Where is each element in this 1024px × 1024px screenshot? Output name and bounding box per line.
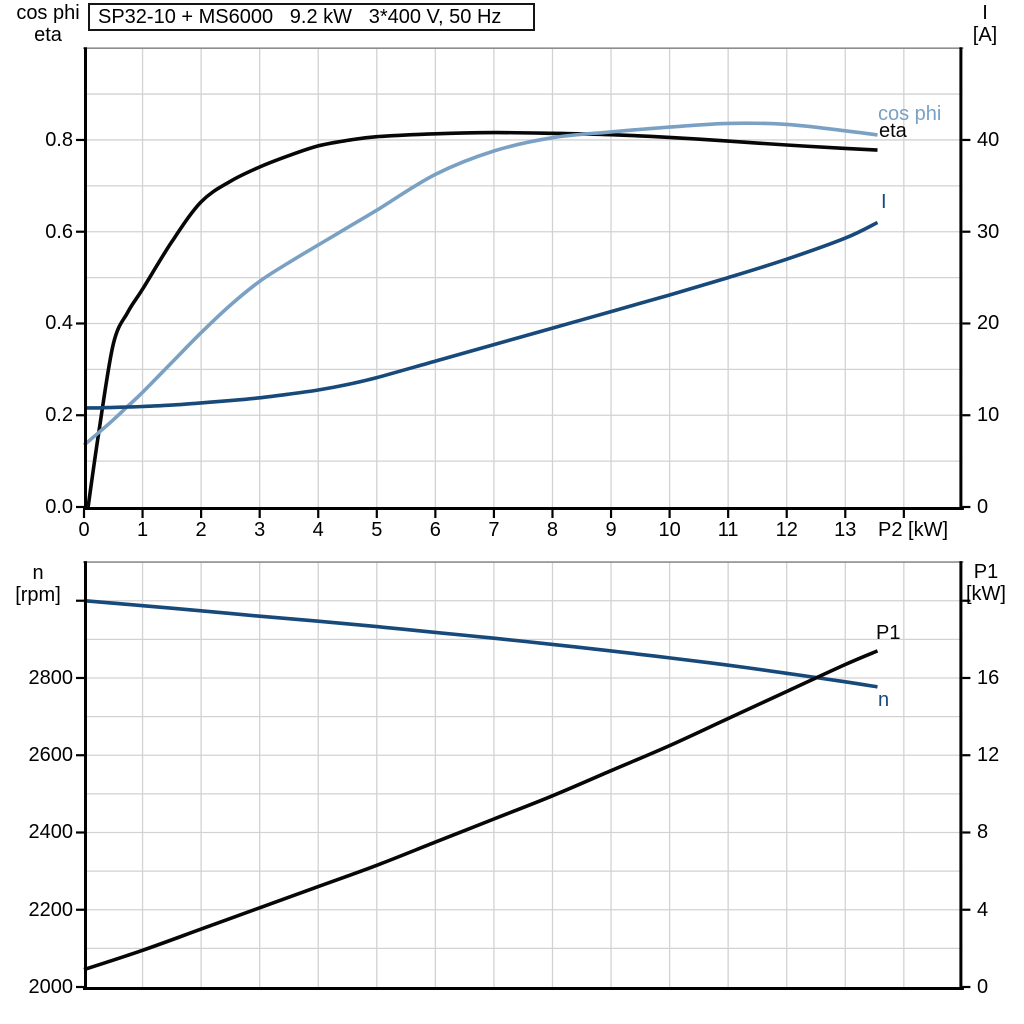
top-right-axis-title-line1: I bbox=[982, 2, 988, 24]
tick-label: 0.6 bbox=[45, 220, 73, 243]
bottom-left-axis-title: n [rpm] bbox=[7, 562, 69, 606]
curve-label-p1: P1 bbox=[876, 622, 901, 644]
bottom-right-axis-title: P1 [kW] bbox=[953, 561, 1019, 605]
tick-label: 0 bbox=[977, 976, 989, 998]
tick-label: 1 bbox=[136, 519, 149, 541]
top-right-axis-title-line2: [A] bbox=[972, 24, 998, 46]
bottom-left-axis-title-line1: n bbox=[32, 562, 44, 584]
tick-label: 13 bbox=[834, 519, 857, 541]
tick-label: 0.0 bbox=[45, 496, 73, 518]
tick-label: 2400 bbox=[28, 821, 74, 844]
tick-label: 16 bbox=[977, 666, 1000, 689]
bottom-right-axis-title-line1: P1 bbox=[973, 561, 999, 583]
tick-label: 10 bbox=[658, 519, 681, 541]
tick-label: 9 bbox=[605, 519, 617, 541]
curve-label-cos-phi: cos phi bbox=[878, 103, 942, 125]
chart-title: SP32-10 + MS6000 9.2 kW 3*400 V, 50 Hz bbox=[98, 6, 502, 28]
tick-label: 0.8 bbox=[45, 128, 73, 151]
tick-label: 5 bbox=[371, 519, 383, 541]
tick-label: 4 bbox=[312, 519, 324, 541]
tick-label: 40 bbox=[977, 128, 1000, 151]
bottom-left-axis-title-line2: [rpm] bbox=[15, 584, 61, 606]
tick-label: 8 bbox=[977, 821, 989, 844]
tick-label: 2200 bbox=[28, 898, 74, 921]
tick-label: 12 bbox=[977, 744, 1000, 767]
tick-label: 10 bbox=[977, 404, 1000, 427]
curve-label-n: n bbox=[878, 689, 890, 711]
chart-title-box: SP32-10 + MS6000 9.2 kW 3*400 V, 50 Hz bbox=[88, 3, 535, 31]
tick-label: 11 bbox=[717, 519, 739, 541]
tick-label: 8 bbox=[546, 519, 559, 541]
tick-label: 4 bbox=[977, 898, 989, 921]
tick-label: 0 bbox=[977, 496, 989, 518]
top-left-axis-title-line2: eta bbox=[34, 24, 62, 46]
top-left-axis-title: cos phi eta bbox=[8, 2, 88, 46]
tick-label: 0.2 bbox=[45, 404, 73, 427]
tick-label: 12 bbox=[775, 519, 798, 541]
tick-label: 0 bbox=[78, 519, 90, 541]
curve-label-current: I bbox=[881, 191, 887, 213]
tick-label: 0.4 bbox=[45, 312, 73, 335]
top-left-axis-title-line1: cos phi bbox=[16, 2, 80, 24]
bottom-right-axis-title-line2: [kW] bbox=[966, 583, 1006, 605]
tick-label: 20 bbox=[977, 312, 1000, 335]
x-axis-title: P2 [kW] bbox=[878, 519, 949, 541]
tick-label: 2800 bbox=[28, 666, 74, 689]
top-right-axis-title: I [A] bbox=[952, 2, 1018, 46]
tick-label: 6 bbox=[429, 519, 441, 541]
tick-label: 2 bbox=[195, 519, 207, 541]
curve-label-eta: eta bbox=[879, 120, 907, 142]
tick-label: 3 bbox=[254, 519, 266, 541]
tick-label: 2600 bbox=[28, 744, 74, 767]
tick-label: 2000 bbox=[28, 976, 74, 998]
tick-label: 30 bbox=[977, 220, 1000, 243]
tick-label: 7 bbox=[488, 519, 500, 541]
